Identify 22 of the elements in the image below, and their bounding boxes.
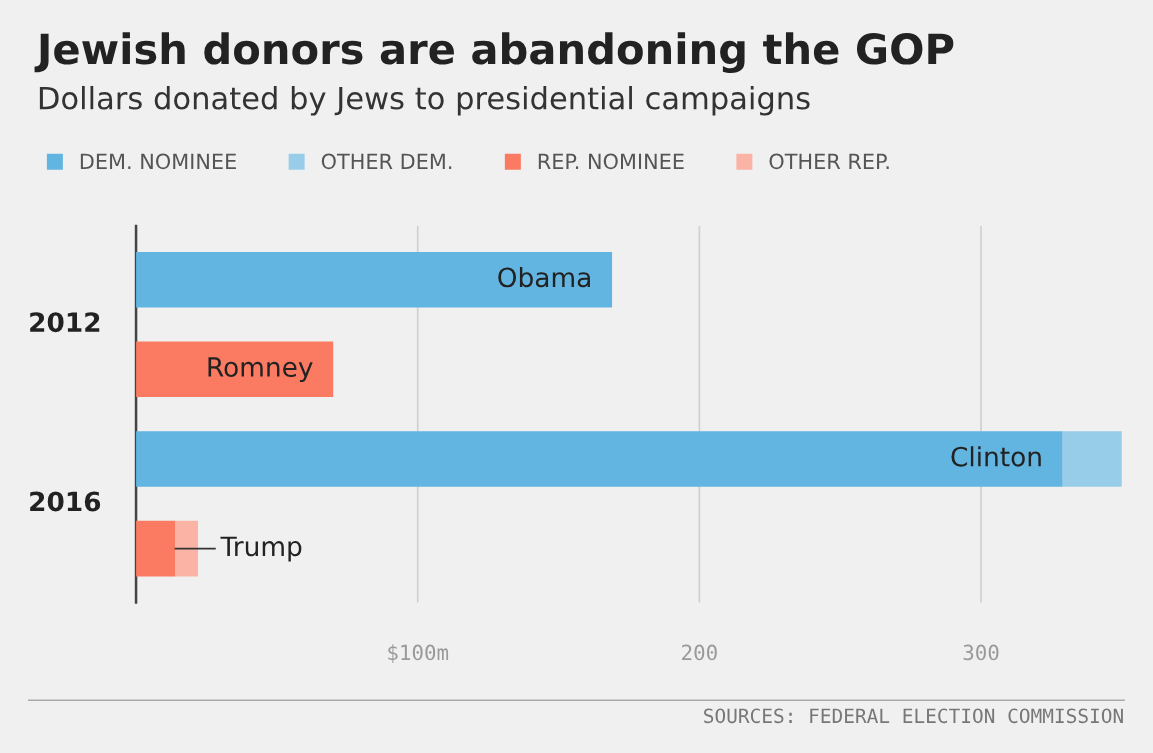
legend-label: DEM. NOMINEE [80, 153, 236, 170]
legend-label: REP. NOMINEE [538, 153, 684, 170]
chart-title: Jewish donors are abandoning the GOP [34, 32, 954, 73]
x-tick-label: 200 [682, 644, 717, 661]
bar [1062, 431, 1122, 487]
x-tick-label: 300 [963, 644, 999, 661]
x-tick-label: $100m [388, 644, 449, 664]
bar [175, 520, 199, 577]
legend-label: OTHER REP. [769, 153, 889, 170]
bar [136, 431, 1063, 487]
text: 2016 [30, 491, 101, 512]
data-label: Trump [220, 536, 302, 562]
bar [136, 251, 613, 308]
data-label: Obama [498, 266, 590, 288]
data-label: Clinton [951, 446, 1041, 467]
data-label: Romney [208, 357, 313, 383]
source-note: SOURCES: FEDERAL ELECTION COMMISSION [704, 708, 1123, 724]
chart-subtitle: Dollars donated by Jews to presidential campaigns [39, 85, 810, 116]
bar [136, 341, 334, 398]
bar [136, 520, 176, 577]
text: 2012 [30, 312, 100, 333]
legend-label: OTHER DEM. [321, 153, 452, 170]
